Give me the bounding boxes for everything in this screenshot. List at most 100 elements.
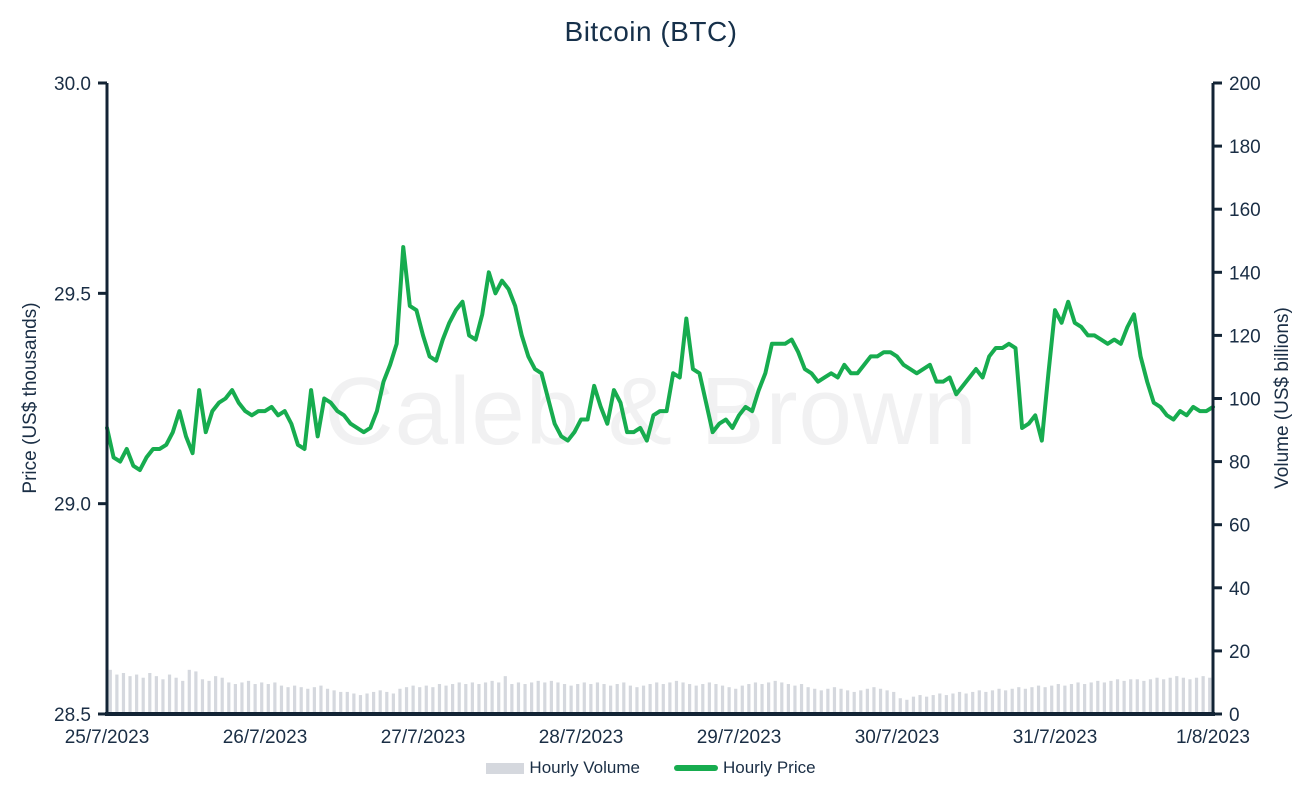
volume-bar	[1194, 677, 1199, 714]
volume-bar	[293, 685, 297, 714]
volume-bar	[1030, 687, 1034, 714]
volume-bar	[1004, 690, 1008, 714]
volume-bar	[964, 693, 968, 714]
volume-bar	[905, 699, 909, 714]
volume-bar	[938, 693, 942, 714]
volume-bar	[595, 682, 600, 714]
volume-bar	[1096, 680, 1100, 714]
volume-bar	[609, 685, 613, 714]
volume-bar	[444, 685, 448, 714]
volume-bar	[497, 682, 501, 714]
volume-bar	[404, 687, 409, 714]
volume-bar	[358, 695, 363, 714]
volume-bar	[273, 682, 277, 714]
volume-bar	[661, 684, 665, 714]
volume-bar	[141, 677, 145, 714]
volume-bar	[411, 685, 415, 714]
volume-bar	[1168, 677, 1172, 714]
volume-bar	[339, 691, 343, 714]
chart-title: Bitcoin (BTC)	[564, 16, 738, 47]
legend-label-price: Hourly Price	[722, 758, 816, 777]
volume-bar	[187, 669, 191, 714]
volume-bar	[207, 680, 211, 714]
left-tick-label: 29.5	[54, 284, 91, 305]
volume-bar	[707, 682, 711, 714]
right-tick-label: 160	[1229, 200, 1261, 221]
volume-bar	[582, 682, 586, 714]
volume-bar	[1036, 685, 1041, 714]
volume-bar	[167, 674, 172, 714]
volume-bar	[312, 687, 316, 714]
volume-bar	[977, 690, 981, 714]
right-axis-title: Volume (US$ billions)	[1272, 307, 1293, 489]
volume-bar	[115, 674, 119, 714]
volume-bar	[734, 688, 738, 714]
volume-bar	[398, 688, 402, 714]
volume-bar	[530, 682, 534, 714]
volume-bar	[852, 691, 856, 714]
volume-bar	[944, 695, 948, 714]
volume-bar	[918, 695, 922, 714]
volume-bar	[148, 672, 152, 715]
volume-bar	[1129, 679, 1133, 714]
right-tick-label: 80	[1229, 453, 1250, 474]
volume-bar	[378, 690, 382, 714]
volume-bar	[1023, 688, 1027, 714]
volume-bar	[892, 691, 896, 714]
volume-bar	[437, 684, 442, 714]
volume-bar	[832, 687, 837, 714]
volume-bar	[990, 690, 995, 714]
volume-bar	[181, 680, 185, 714]
volume-bar	[523, 684, 527, 714]
volume-bar	[694, 685, 698, 714]
volume-bar	[1201, 676, 1205, 714]
right-tick-label: 120	[1229, 326, 1261, 347]
volume-bar	[635, 687, 639, 714]
x-tick-label: 26/7/2023	[223, 727, 308, 748]
x-tick-label: 25/7/2023	[65, 727, 150, 748]
volume-bar	[194, 671, 198, 714]
volume-bar	[477, 684, 481, 714]
volume-bar	[1043, 687, 1047, 714]
volume-bar	[154, 676, 158, 714]
volume-bar	[220, 677, 224, 714]
volume-swatch-icon	[486, 762, 525, 774]
volume-bars	[108, 669, 1212, 715]
volume-bar	[925, 696, 929, 714]
volume-bar	[451, 684, 455, 714]
volume-bar	[1148, 679, 1153, 714]
volume-bar	[714, 684, 718, 714]
volume-bar	[793, 685, 797, 714]
volume-bar	[878, 688, 883, 714]
volume-bar	[299, 687, 303, 714]
volume-bar	[1135, 679, 1139, 714]
legend-label-volume: Hourly Volume	[529, 758, 640, 777]
volume-bar	[767, 682, 771, 714]
legend: Hourly Volume Hourly Price	[0, 758, 1302, 778]
volume-bar	[1181, 677, 1185, 714]
volume-bar	[813, 688, 817, 714]
volume-bar	[562, 684, 567, 714]
volume-bar	[753, 682, 758, 714]
volume-bar	[898, 698, 902, 715]
volume-bar	[911, 696, 916, 714]
volume-bar	[128, 676, 132, 714]
volume-bar	[325, 688, 330, 714]
volume-bar	[306, 688, 310, 714]
volume-bar	[760, 684, 764, 714]
volume-bar	[556, 682, 560, 714]
volume-bar	[424, 685, 428, 714]
volume-bar	[227, 682, 231, 714]
price-swatch-icon	[673, 765, 718, 771]
volume-bar	[385, 691, 389, 714]
volume-bar	[628, 685, 632, 714]
volume-bar	[391, 693, 395, 714]
x-tick-label: 28/7/2023	[539, 727, 624, 748]
x-tick-label: 27/7/2023	[381, 727, 466, 748]
volume-bar	[233, 684, 237, 714]
volume-bar	[1122, 680, 1126, 714]
volume-bar	[1069, 684, 1074, 714]
volume-bar	[121, 672, 126, 715]
left-axis-title: Price (US$ thousands)	[20, 302, 41, 494]
volume-bar	[266, 684, 270, 714]
